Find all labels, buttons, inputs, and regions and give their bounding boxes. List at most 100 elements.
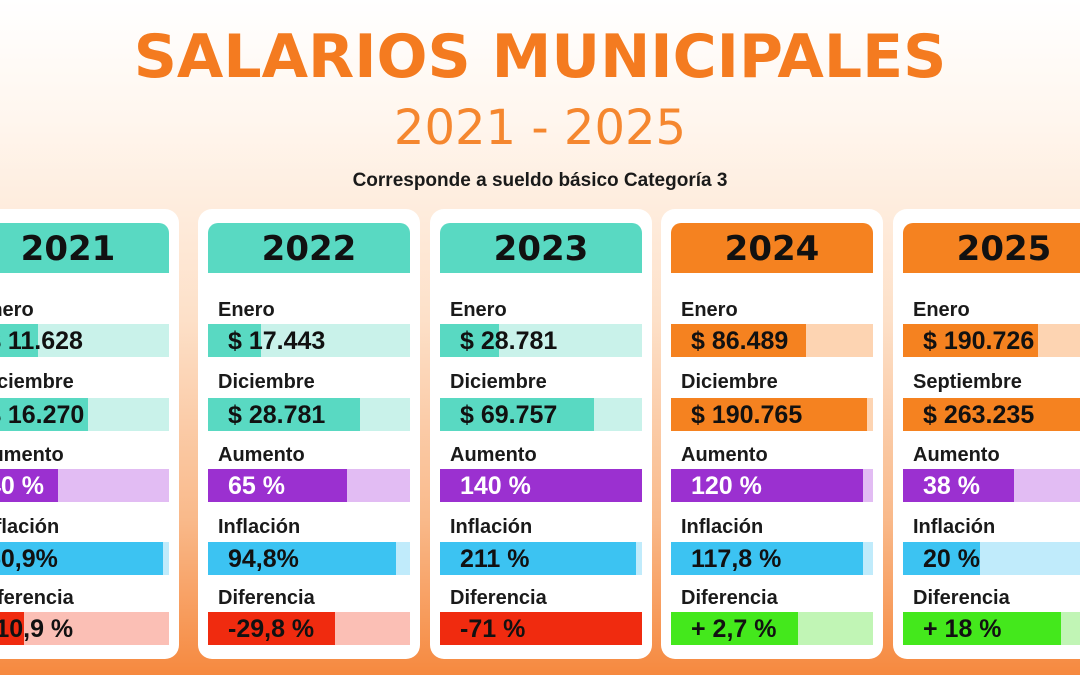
second-label: Diciembre xyxy=(681,371,778,393)
second-label: Diciembre xyxy=(218,371,315,393)
enero-bar: $ 17.443 xyxy=(208,324,410,357)
second-label: Diciembre xyxy=(450,371,547,393)
inflacion-label: Inflación xyxy=(450,516,533,538)
enero-bar: $ 86.489 xyxy=(671,324,873,357)
year-header: 2023 xyxy=(440,223,642,273)
enero-bar-fill xyxy=(0,324,38,357)
enero-value: $ 86.489 xyxy=(691,327,789,355)
diferencia-label: Diferencia xyxy=(218,587,315,609)
aumento-value: 40 % xyxy=(0,472,44,500)
diferencia-bar-fill xyxy=(671,612,798,645)
enero-label: Enero xyxy=(218,299,275,321)
inflacion-bar: 211 % xyxy=(440,542,642,575)
inflacion-value: 211 % xyxy=(460,545,530,573)
diferencia-label: Diferencia xyxy=(450,587,547,609)
diferencia-bar-fill xyxy=(208,612,335,645)
inflacion-value: 20 % xyxy=(923,545,980,573)
inflacion-bar-fill xyxy=(0,542,163,575)
diferencia-label: Diferencia xyxy=(681,587,778,609)
enero-bar-fill xyxy=(903,324,1038,357)
second-bar-fill xyxy=(208,398,360,431)
aumento-label: Aumento xyxy=(218,444,305,466)
diferencia-bar: -29,8 % xyxy=(208,612,410,645)
diferencia-value: -71 % xyxy=(460,615,526,643)
aumento-bar-fill xyxy=(208,469,347,502)
diferencia-value: + 2,7 % xyxy=(691,615,777,643)
aumento-bar: 40 % xyxy=(0,469,169,502)
diferencia-bar: -10,9 % xyxy=(0,612,169,645)
second-value: $ 263.235 xyxy=(923,401,1035,429)
enero-value: $ 11.628 xyxy=(0,327,83,355)
enero-bar: $ 28.781 xyxy=(440,324,642,357)
year-header: 2022 xyxy=(208,223,410,273)
second-bar-fill xyxy=(0,398,88,431)
year-card-2023: 2023 Enero $ 28.781 Diciembre $ 69.757 Aument… xyxy=(430,209,652,659)
inflacion-label: Inflación xyxy=(218,516,301,538)
enero-bar: $ 11.628 xyxy=(0,324,169,357)
aumento-bar-fill xyxy=(903,469,1014,502)
diferencia-bar-fill xyxy=(903,612,1061,645)
aumento-bar: 120 % xyxy=(671,469,873,502)
inflacion-bar-fill xyxy=(208,542,396,575)
year-header: 2024 xyxy=(671,223,873,273)
second-bar: $ 190.765 xyxy=(671,398,873,431)
inflacion-bar-fill xyxy=(440,542,636,575)
diferencia-bar-fill xyxy=(0,612,24,645)
aumento-label: Aumento xyxy=(450,444,537,466)
second-label: Septiembre xyxy=(913,371,1022,393)
year-header: 2025 xyxy=(903,223,1080,273)
second-label: Diciembre xyxy=(0,371,74,393)
diferencia-value: -10,9 % xyxy=(0,615,74,643)
second-bar-fill xyxy=(440,398,594,431)
inflacion-value: 94,8% xyxy=(228,545,299,573)
aumento-bar-fill xyxy=(0,469,58,502)
year-card-2021: 2021 Enero $ 11.628 Diciembre $ 16.270 Aument… xyxy=(0,209,179,659)
aumento-bar: 38 % xyxy=(903,469,1080,502)
second-value: $ 69.757 xyxy=(460,401,558,429)
page-note: Corresponde a sueldo básico Categoría 3 xyxy=(352,170,728,191)
year-card-2024: 2024 Enero $ 86.489 Diciembre $ 190.765 Aumen… xyxy=(661,209,883,659)
second-value: $ 28.781 xyxy=(228,401,326,429)
second-value: $ 16.270 xyxy=(0,401,85,429)
aumento-value: 65 % xyxy=(228,472,285,500)
year-card-2025: 2025 Enero $ 190.726 Septiembre $ 263.235 Aum… xyxy=(893,209,1080,659)
second-bar: $ 28.781 xyxy=(208,398,410,431)
aumento-label: Aumento xyxy=(913,444,1000,466)
enero-label: Enero xyxy=(0,299,34,321)
inflacion-bar: 117,8 % xyxy=(671,542,873,575)
diferencia-value: + 18 % xyxy=(923,615,1002,643)
aumento-bar: 65 % xyxy=(208,469,410,502)
aumento-value: 140 % xyxy=(460,472,531,500)
inflacion-label: Inflación xyxy=(0,516,60,538)
enero-value: $ 28.781 xyxy=(460,327,558,355)
enero-bar-fill xyxy=(671,324,806,357)
enero-label: Enero xyxy=(681,299,738,321)
second-bar: $ 16.270 xyxy=(0,398,169,431)
inflacion-bar: 20 % xyxy=(903,542,1080,575)
aumento-value: 120 % xyxy=(691,472,762,500)
inflacion-label: Inflación xyxy=(681,516,764,538)
diferencia-label: Diferencia xyxy=(913,587,1010,609)
enero-label: Enero xyxy=(913,299,970,321)
diferencia-bar: + 18 % xyxy=(903,612,1080,645)
inflacion-value: 50,9% xyxy=(0,545,58,573)
diferencia-bar: + 2,7 % xyxy=(671,612,873,645)
second-bar-fill xyxy=(903,398,1080,431)
diferencia-bar: -71 % xyxy=(440,612,642,645)
year-header: 2021 xyxy=(0,223,169,273)
diferencia-value: -29,8 % xyxy=(228,615,315,643)
year-card-2022: 2022 Enero $ 17.443 Diciembre $ 28.781 Aument… xyxy=(198,209,420,659)
enero-bar-fill xyxy=(440,324,499,357)
aumento-value: 38 % xyxy=(923,472,980,500)
second-bar: $ 263.235 xyxy=(903,398,1080,431)
enero-value: $ 190.726 xyxy=(923,327,1035,355)
enero-bar: $ 190.726 xyxy=(903,324,1080,357)
aumento-bar: 140 % xyxy=(440,469,642,502)
diferencia-label: Diferencia xyxy=(0,587,74,609)
second-value: $ 190.765 xyxy=(691,401,803,429)
inflacion-bar: 50,9% xyxy=(0,542,169,575)
page-subtitle: 2021 - 2025 xyxy=(393,100,687,156)
inflacion-value: 117,8 % xyxy=(691,545,782,573)
inflacion-bar: 94,8% xyxy=(208,542,410,575)
second-bar-fill xyxy=(671,398,867,431)
